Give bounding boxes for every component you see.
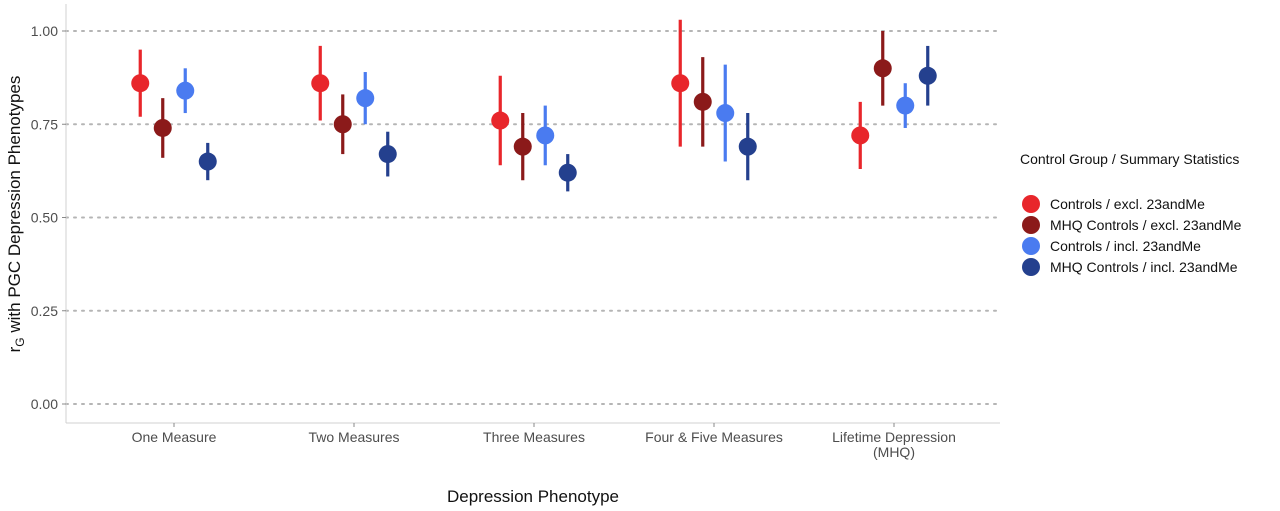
legend: Control Group / Summary Statistics Contr…: [1020, 151, 1242, 276]
axes: [65, 4, 1000, 424]
data-point: [873, 59, 892, 78]
data-point: [176, 81, 195, 100]
data-point: [378, 145, 397, 164]
data-point: [513, 137, 532, 156]
data-point: [311, 74, 330, 93]
x-tick-label: Four & Five Measures: [645, 429, 783, 445]
x-tick-label: (MHQ): [873, 444, 915, 460]
y-axis-title: rG with PGC Depression Phenotypes: [5, 76, 27, 353]
x-tick-label: One Measure: [132, 429, 217, 445]
x-tick-label: Two Measures: [308, 429, 399, 445]
legend-label: MHQ Controls / excl. 23andMe: [1050, 217, 1242, 233]
legend-swatch: [1022, 237, 1040, 255]
data-point: [671, 74, 690, 93]
y-tick-label: 0.75: [31, 116, 58, 132]
y-tick-label: 1.00: [31, 23, 58, 39]
data-point: [536, 126, 555, 145]
y-axis-title-rest: with PGC Depression Phenotypes: [5, 76, 24, 338]
y-axis-title-subscript: G: [13, 337, 27, 346]
data-point: [896, 96, 915, 115]
data-point: [558, 163, 577, 182]
x-tick-labels: One Measure Two Measures Three Measures Fou…: [132, 423, 956, 460]
data-point: [918, 66, 937, 85]
gridlines: [65, 30, 1001, 405]
data-point: [716, 104, 735, 123]
series-group: [131, 19, 870, 170]
data-point: [738, 137, 757, 156]
data-point: [693, 92, 712, 111]
data-point: [198, 152, 217, 171]
data-point: [131, 74, 150, 93]
series-group: [176, 64, 915, 166]
y-tick-label: 0.00: [31, 396, 58, 412]
legend-items: Controls / excl. 23andMe MHQ Controls / e…: [1022, 195, 1242, 276]
y-tick-labels: 0.00 0.25 0.50 0.75 1.00: [31, 23, 66, 412]
legend-swatch: [1022, 195, 1040, 213]
data-point: [851, 126, 870, 145]
legend-label: MHQ Controls / incl. 23andMe: [1050, 259, 1238, 275]
legend-label: Controls / incl. 23andMe: [1050, 238, 1201, 254]
data-point: [333, 115, 352, 134]
x-axis-title: Depression Phenotype: [447, 487, 619, 506]
y-tick-label: 0.50: [31, 210, 58, 226]
data-point: [356, 89, 375, 108]
y-tick-label: 0.25: [31, 303, 58, 319]
legend-title: Control Group / Summary Statistics: [1020, 151, 1239, 167]
legend-swatch: [1022, 216, 1040, 234]
series-group: [153, 31, 892, 181]
x-tick-label: Three Measures: [483, 429, 585, 445]
y-axis-title-main: r: [5, 346, 24, 352]
x-tick-label: Lifetime Depression: [832, 429, 956, 445]
data-point: [491, 111, 510, 130]
legend-swatch: [1022, 258, 1040, 276]
legend-label: Controls / excl. 23andMe: [1050, 196, 1205, 212]
data-marks: [131, 19, 937, 192]
series-group: [198, 45, 937, 192]
data-point: [153, 118, 172, 137]
